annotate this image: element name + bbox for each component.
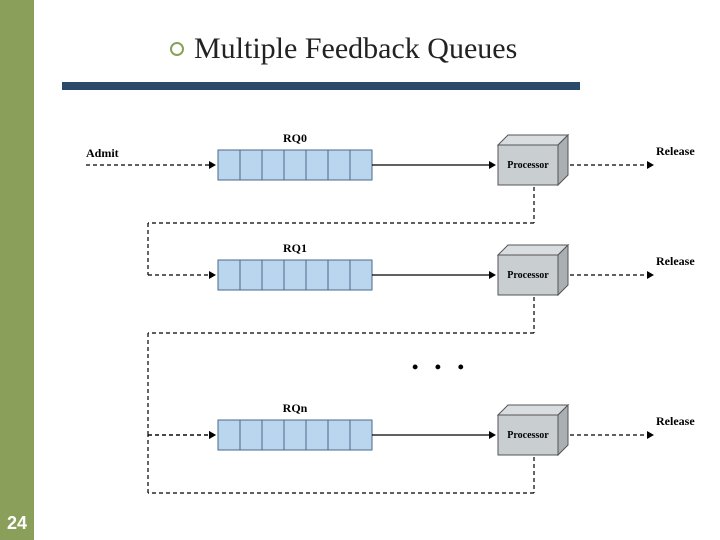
slide-title: Multiple Feedback Queues — [194, 32, 517, 66]
slide-number-text: 24 — [7, 513, 27, 534]
svg-text:Processor: Processor — [507, 270, 549, 281]
svg-text:Release: Release — [656, 144, 695, 158]
mfq-diagram: RQ0 Admit Processor Release RQ1 Processor Rele… — [48, 110, 708, 520]
svg-text:RQ1: RQ1 — [283, 241, 307, 255]
svg-text:RQn: RQn — [283, 401, 308, 415]
svg-text:RQ0: RQ0 — [283, 131, 307, 145]
svg-text:Admit: Admit — [86, 146, 119, 160]
svg-text:• • •: • • • — [412, 357, 470, 377]
title-underline — [62, 82, 580, 90]
svg-text:Processor: Processor — [507, 430, 549, 441]
title-bullet — [170, 42, 184, 56]
svg-text:Release: Release — [656, 414, 695, 428]
svg-text:Processor: Processor — [507, 160, 549, 171]
slide-number: 24 — [0, 506, 34, 540]
slide-sidebar — [0, 0, 34, 540]
svg-text:Release: Release — [656, 254, 695, 268]
title-row: Multiple Feedback Queues — [170, 32, 517, 66]
